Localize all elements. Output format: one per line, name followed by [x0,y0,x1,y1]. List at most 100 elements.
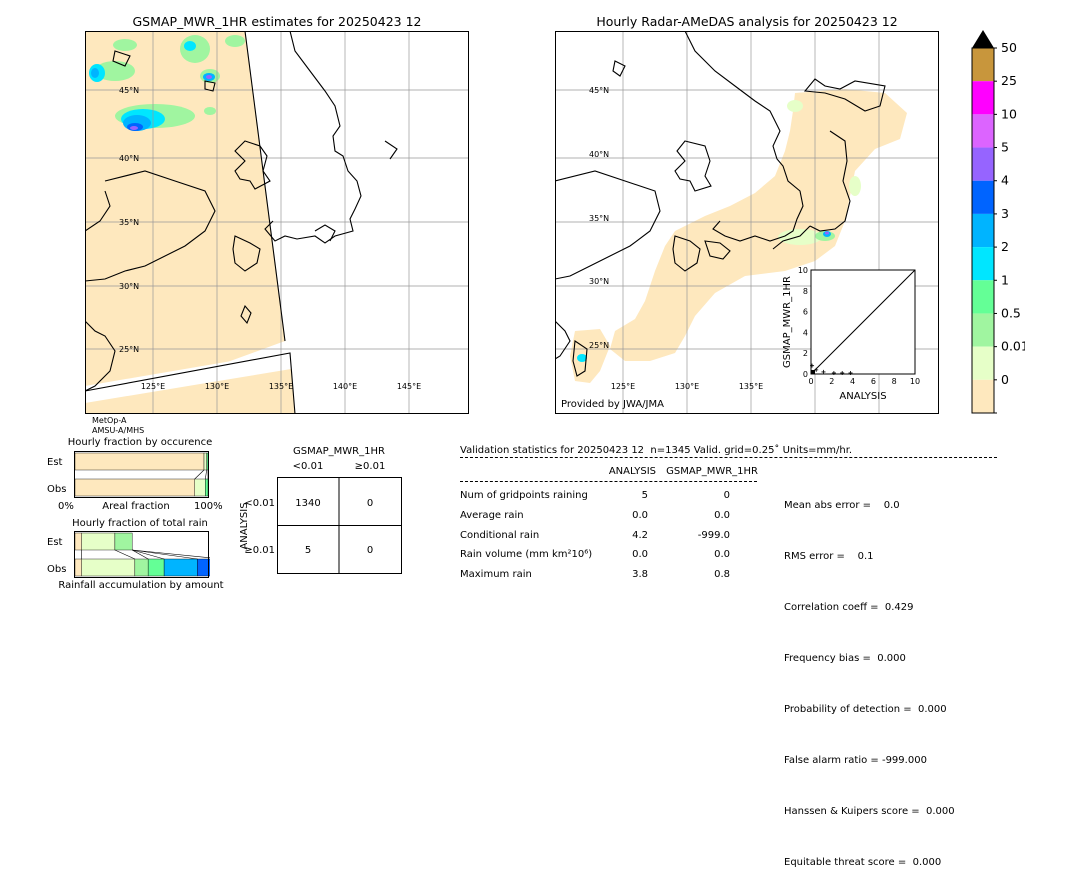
scatter-x-tick: 8 [892,377,897,386]
total-rain-row-label: Obs [47,564,66,575]
contingency-cell: 5 [305,545,311,556]
scatter-x-tick: 0 [808,377,813,386]
lon-label: 135°E [269,382,293,391]
swath-estimate-area [85,31,285,414]
bar-connector [205,470,206,479]
contingency-col-header: <0.01 [277,461,339,472]
validation-estimate-value: -999.0 [670,530,730,541]
right-map-lat-labels: 45°N 40°N 35°N 30°N 25°N [589,86,609,350]
validation-row-label: Num of gridpoints raining [460,490,588,501]
colorbar-cell [972,214,994,247]
colorbar-cells [972,48,994,413]
validation-analysis-value: 0.0 [600,549,648,560]
occurrence-x-max: 100% [194,501,223,512]
right-map-lon-labels: 125°E 130°E 135°E [611,382,763,391]
stacked-bar-segment [75,559,82,576]
colorbar-label: 0 [1001,372,1009,387]
occurrence-bars [74,451,210,499]
validation-estimate-value: 0.0 [670,549,730,560]
validation-col-header: ANALYSIS [590,466,656,477]
score-line: Hanssen & Kuipers score = 0.000 [784,803,955,820]
lat-label: 45°N [589,86,609,95]
validation-analysis-value: 0.0 [600,510,648,521]
lon-label: 130°E [675,382,699,391]
stacked-bar-segment [82,559,135,576]
scatter-y-tick: 8 [803,287,808,296]
scatter-origin-marker [811,370,815,374]
score-line: RMS error = 0.1 [784,548,955,565]
validation-col-header: GSMAP_MWR_1HR [660,466,758,477]
contingency-title: GSMAP_MWR_1HR [277,446,401,457]
stacked-bar-segment [164,559,197,576]
stacked-bar-segment [135,559,148,576]
colorbar-cell [972,280,994,313]
lat-label: 40°N [119,154,139,163]
colorbar-label: 10 [1001,106,1017,121]
colorbar-extend-arrow [972,30,994,48]
lat-label: 25°N [589,341,609,350]
lat-label: 40°N [589,150,609,159]
lon-label: 145°E [397,382,421,391]
validation-estimate-value: 0.8 [670,569,730,580]
left-map: 45°N 40°N 35°N 30°N 25°N 125°E 130°E 135… [85,31,469,414]
colorbar-label: 0.5 [1001,305,1021,320]
data-credit: Provided by JWA/JMA [561,399,664,410]
validation-row-label: Average rain [460,510,524,521]
validation-estimate-value: 0.0 [670,510,730,521]
bar-connector [115,550,135,559]
stacked-bar-segment [82,533,115,550]
colorbar-cell [972,347,994,380]
scatter-x-tick: 10 [910,377,920,386]
satellite-note-line: AMSU-A/MHS [92,426,144,436]
scatter-ylabel: GSMAP_MWR_1HR [782,276,793,368]
lon-label: 130°E [205,382,229,391]
scatter-y-tick: 6 [803,308,808,317]
bar-connector [132,550,210,559]
colorbar-cell [972,114,994,147]
lon-label: 140°E [333,382,357,391]
score-line: Equitable threat score = 0.000 [784,854,955,871]
occurrence-row-label: Obs [47,484,66,495]
total-rain-bars [74,531,210,579]
colorbar-label: 2 [1001,239,1009,254]
scatter-xlabel: ANALYSIS [839,391,886,402]
scatter-x-tick: 6 [871,377,876,386]
colorbar-cell [972,48,994,81]
bar-connector [132,550,197,559]
occurrence-title: Hourly fraction by occurence [60,437,220,448]
contingency-grid: 1340 0 5 0 <0.01 ≥0.01 ANALYSIS [236,476,404,576]
total-rain-xlabel: Rainfall accumulation by amount [50,580,232,591]
left-map-title: GSMAP_MWR_1HR estimates for 20250423 12 [85,14,469,29]
colorbar: 50 25 10 5 4 3 2 1 0.5 0.01 0 [965,28,1025,420]
scatter-y-tick: 0 [803,370,808,379]
validation-row-label: Maximum rain [460,569,532,580]
lat-label: 30°N [589,277,609,286]
occurrence-row-label: Est [47,457,62,468]
validation-scores: Mean abs error = 0.0 RMS error = 0.1 Cor… [784,463,955,888]
colorbar-cell [972,380,994,413]
satellite-note-line: MetOp-A [92,416,144,426]
score-line: Mean abs error = 0.0 [784,497,955,514]
validation-analysis-value: 4.2 [600,530,648,541]
colorbar-label: 3 [1001,206,1009,221]
contingency-row-axis-label: ANALYSIS [239,502,250,549]
stacked-bar-segment [75,479,195,496]
occurrence-x-min: 0% [58,501,74,512]
contingency-cell: 0 [367,545,373,556]
scatter-inset: 00 2 2 4 4 6 6 8 8 10 10 ANALYSIS GSMAP_MWR_1HR [775,262,925,402]
scatter-y-tick: 4 [803,328,808,337]
validation-analysis-value: 3.8 [600,569,648,580]
contingency-cell: 1340 [295,498,320,509]
scatter-x-tick: 2 [829,377,834,386]
lat-label: 35°N [589,214,609,223]
validation-col-separator [460,481,757,482]
colorbar-label: 5 [1001,140,1009,155]
total-rain-title: Hourly fraction of total rain [60,518,220,529]
total-rain-row-label: Est [47,537,62,548]
stacked-bar-segment [115,533,132,550]
occurrence-xlabel: Areal fraction [90,501,182,512]
score-line: Probability of detection = 0.000 [784,701,955,718]
colorbar-label: 0.01 [1001,339,1025,354]
stacked-bar-segment [204,453,207,470]
validation-row-label: Rain volume (mm km²10⁶) [460,549,592,560]
